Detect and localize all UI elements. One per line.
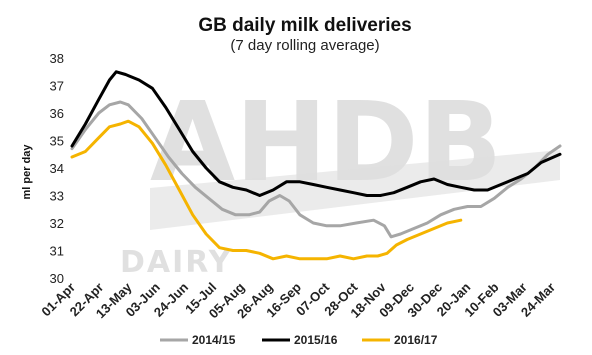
series-line-2014-15	[70, 100, 562, 239]
watermark: AHDB DAIRY	[120, 78, 560, 280]
series-line-2016-17	[70, 119, 463, 261]
y-tick-label: 37	[50, 79, 64, 94]
chart-subtitle: (7 day rolling average)	[230, 37, 379, 54]
y-tick-label: 36	[50, 106, 64, 121]
y-tick-label: 35	[50, 134, 64, 149]
y-tick-label: 32	[50, 216, 64, 231]
watermark-swoosh	[150, 150, 560, 230]
legend-label: 2014/15	[192, 333, 236, 347]
y-tick-label: 34	[50, 161, 64, 176]
legend-label: 2016/17	[394, 333, 438, 347]
series-line-2015-16	[70, 70, 562, 197]
series-lines	[70, 70, 562, 261]
y-tick-label: 31	[50, 244, 64, 259]
legend-label: 2015/16	[294, 333, 338, 347]
y-axis-label: ml per day	[21, 144, 33, 200]
y-tick-label: 38	[50, 51, 64, 66]
watermark-sub-text: DAIRY	[120, 245, 232, 280]
y-tick-label: 30	[50, 271, 64, 286]
y-tick-label: 33	[50, 189, 64, 204]
legend: 2014/15 2015/16 2016/17	[160, 333, 438, 347]
y-tick-labels: 30 31 32 33 34 35 36 37 38	[50, 51, 64, 286]
chart-title: GB daily milk deliveries	[198, 15, 411, 36]
